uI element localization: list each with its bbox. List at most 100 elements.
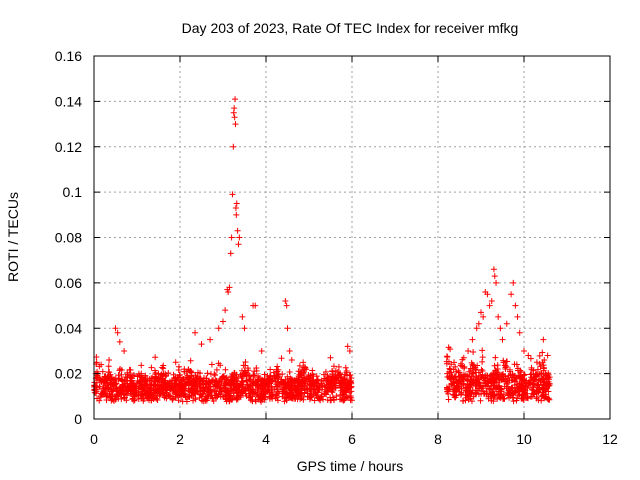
data-point xyxy=(508,291,515,298)
x-tick-label: 0 xyxy=(90,431,98,447)
data-point xyxy=(112,325,119,332)
data-point xyxy=(489,376,496,383)
data-point xyxy=(305,376,312,383)
data-point xyxy=(204,370,211,377)
data-point xyxy=(473,325,480,332)
data-point xyxy=(503,320,510,327)
data-point xyxy=(521,347,527,354)
data-point xyxy=(445,344,452,351)
data-point xyxy=(279,371,286,378)
data-point xyxy=(270,369,277,376)
data-point xyxy=(243,377,250,384)
data-point xyxy=(490,398,497,405)
data-point xyxy=(534,387,541,394)
data-point xyxy=(530,374,537,381)
data-point xyxy=(175,366,182,373)
data-point xyxy=(515,367,522,374)
data-point xyxy=(332,372,339,379)
data-point xyxy=(545,395,552,402)
data-point xyxy=(278,355,285,362)
data-point xyxy=(148,364,155,371)
data-point xyxy=(467,367,474,374)
data-point xyxy=(299,382,306,389)
data-point xyxy=(119,381,126,388)
data-point xyxy=(226,393,233,400)
data-point xyxy=(146,390,153,397)
data-point xyxy=(204,380,211,387)
data-point xyxy=(537,363,544,370)
data-point xyxy=(218,379,225,386)
data-point xyxy=(491,273,498,280)
data-point xyxy=(154,381,161,388)
data-point xyxy=(96,383,103,390)
data-point xyxy=(227,250,234,257)
data-point xyxy=(510,398,517,405)
data-point xyxy=(234,395,241,402)
data-point xyxy=(529,387,536,394)
data-point xyxy=(337,370,344,377)
data-point xyxy=(339,384,346,391)
data-point xyxy=(465,347,472,354)
data-point xyxy=(486,385,493,392)
data-point xyxy=(320,371,327,378)
data-point xyxy=(538,370,545,377)
data-point xyxy=(534,366,541,373)
data-point xyxy=(243,377,250,384)
data-point xyxy=(192,396,199,403)
data-point xyxy=(106,357,113,364)
data-point xyxy=(328,386,335,393)
data-point xyxy=(522,391,529,398)
data-point xyxy=(348,383,355,390)
data-point xyxy=(232,96,239,103)
data-point xyxy=(539,349,546,356)
data-point xyxy=(330,363,337,370)
data-point xyxy=(222,366,229,373)
data-point xyxy=(289,392,296,399)
data-point xyxy=(536,352,543,359)
data-point xyxy=(139,386,146,393)
data-point xyxy=(341,376,348,383)
data-point xyxy=(258,347,265,354)
data-point xyxy=(469,336,476,343)
data-point xyxy=(267,366,274,373)
data-point xyxy=(505,390,512,397)
data-point xyxy=(203,375,210,382)
data-point xyxy=(294,380,301,387)
data-point xyxy=(288,387,295,394)
data-points xyxy=(91,96,553,405)
data-point xyxy=(213,394,220,401)
data-point xyxy=(231,105,238,112)
data-point xyxy=(448,361,455,368)
data-point xyxy=(205,383,212,390)
data-point xyxy=(138,362,145,369)
data-point xyxy=(545,371,552,378)
data-point xyxy=(197,376,204,383)
data-point xyxy=(301,389,308,396)
data-point xyxy=(241,386,248,393)
data-point xyxy=(281,384,288,391)
data-point xyxy=(157,374,164,381)
data-point xyxy=(148,386,155,393)
data-point xyxy=(174,390,181,397)
data-point xyxy=(324,396,331,403)
data-point xyxy=(121,390,128,397)
data-point xyxy=(197,391,204,398)
data-point xyxy=(259,396,266,403)
data-point xyxy=(475,391,482,398)
data-point xyxy=(516,380,523,387)
data-point xyxy=(468,398,475,405)
data-point xyxy=(259,383,266,390)
data-point xyxy=(309,367,316,374)
data-point xyxy=(533,359,540,366)
data-point xyxy=(461,363,468,370)
data-point xyxy=(466,390,473,397)
data-point xyxy=(185,393,192,400)
data-point xyxy=(476,379,483,386)
data-point xyxy=(257,392,264,399)
data-point xyxy=(274,374,281,381)
data-point xyxy=(208,361,215,368)
data-point xyxy=(294,391,301,398)
data-point xyxy=(114,329,121,336)
data-point xyxy=(539,359,546,366)
data-point xyxy=(235,384,242,391)
